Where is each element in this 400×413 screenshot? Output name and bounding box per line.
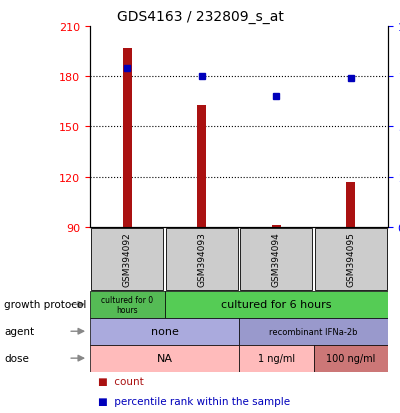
Text: 100 ng/ml: 100 ng/ml <box>326 353 376 363</box>
Text: cultured for 0
hours: cultured for 0 hours <box>101 295 153 314</box>
Text: GSM394092: GSM394092 <box>123 232 132 287</box>
Bar <box>239 318 388 345</box>
Text: ■  count: ■ count <box>98 376 144 386</box>
Text: none: none <box>150 326 178 337</box>
Bar <box>92 228 163 290</box>
Text: NA: NA <box>156 353 172 363</box>
Bar <box>314 345 388 372</box>
Bar <box>166 228 238 290</box>
Bar <box>272 225 281 227</box>
Text: recombinant IFNa-2b: recombinant IFNa-2b <box>269 327 358 336</box>
Text: GSM394093: GSM394093 <box>197 232 206 287</box>
Text: GSM394095: GSM394095 <box>346 232 355 287</box>
Text: GDS4163 / 232809_s_at: GDS4163 / 232809_s_at <box>116 10 284 24</box>
Bar <box>90 345 239 372</box>
Text: cultured for 6 hours: cultured for 6 hours <box>221 299 332 310</box>
Bar <box>123 49 132 227</box>
Bar <box>90 318 239 345</box>
Bar <box>240 228 312 290</box>
Bar <box>90 291 164 318</box>
Bar <box>315 228 386 290</box>
Text: ■  percentile rank within the sample: ■ percentile rank within the sample <box>98 396 290 406</box>
Bar <box>164 291 388 318</box>
Text: dose: dose <box>4 353 29 363</box>
Text: GSM394094: GSM394094 <box>272 232 281 287</box>
Bar <box>197 105 206 227</box>
Text: 1 ng/ml: 1 ng/ml <box>258 353 295 363</box>
Bar <box>346 182 355 227</box>
Text: growth protocol: growth protocol <box>4 299 86 310</box>
Bar <box>239 345 314 372</box>
Text: agent: agent <box>4 326 34 337</box>
